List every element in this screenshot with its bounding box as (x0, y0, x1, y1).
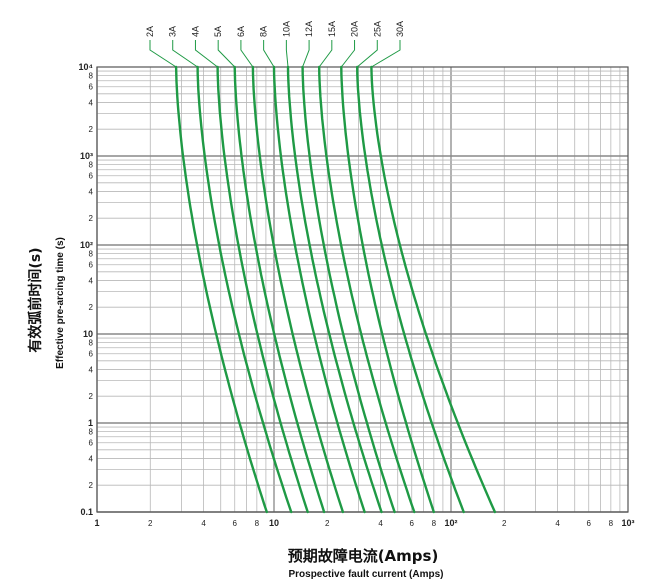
x-tick-label: 10 (269, 518, 279, 528)
y-tick-label: 1 (88, 418, 93, 428)
rating-label: 12A (304, 21, 314, 37)
y-tick-label: 6 (89, 83, 94, 92)
y-tick-label: 6 (89, 439, 94, 448)
y-tick-label: 8 (89, 72, 94, 81)
fuse-curve-12a (301, 65, 396, 514)
x-tick-labels: 1 2 4 6 8 10 2 4 6 8 10² 2 4 6 8 10³ (94, 518, 634, 528)
rating-label: 3A (168, 26, 178, 37)
x-tick-label: 6 (410, 519, 415, 528)
fuse-curve-20a (340, 65, 435, 514)
y-axis-label-en: Effective pre-arcing time (s) (55, 237, 66, 369)
rating-leader-line (285, 40, 289, 68)
y-tick-label: 2 (89, 481, 94, 490)
rating-labels: 2A 3A 4A 5A 6A 8A 10A 12A 15A 20A 25A 30A (145, 21, 405, 68)
y-tick-label: 0.1 (80, 507, 93, 517)
y-tick-label: 4 (89, 365, 94, 374)
fuse-curve-6a (251, 65, 345, 514)
rating-label: 2A (145, 26, 155, 37)
y-tick-label: 4 (89, 187, 94, 196)
rating-leader-line (371, 40, 401, 68)
rating-label: 15A (327, 21, 337, 37)
x-tick-label: 2 (502, 519, 507, 528)
rating-leader-line (356, 40, 378, 68)
fuse-curve-25a (356, 65, 465, 514)
y-tick-label: 8 (89, 250, 94, 259)
y-tick-label: 4 (89, 276, 94, 285)
rating-label: 10A (281, 21, 291, 37)
y-tick-label: 8 (89, 161, 94, 170)
x-tick-label: 4 (555, 519, 560, 528)
fuse-curve-2a (174, 65, 268, 514)
rating-label: 30A (395, 21, 405, 37)
y-tick-label: 8 (89, 339, 94, 348)
fuse-curve-8a (272, 65, 366, 514)
rating-leader-line (194, 40, 218, 68)
fuse-curve-5a (233, 65, 326, 514)
y-tick-label: 10⁴ (79, 62, 93, 72)
y-tick-label: 2 (89, 303, 94, 312)
x-tick-label: 8 (255, 519, 260, 528)
fuse-curve-15a (318, 65, 416, 514)
x-axis-label-en: Prospective fault current (Amps) (288, 569, 443, 580)
rating-leader-line (240, 40, 254, 68)
y-tick-label: 6 (89, 350, 94, 359)
rating-leader-line (172, 40, 198, 68)
rating-label: 8A (259, 26, 269, 37)
rating-label: 4A (190, 26, 200, 37)
y-tick-label: 10³ (80, 151, 93, 161)
rating-leader-line (318, 40, 333, 68)
y-tick-label: 6 (89, 172, 94, 181)
fuse-curve-30a (370, 65, 497, 514)
x-tick-label: 4 (201, 519, 206, 528)
rating-label: 20A (350, 21, 360, 37)
y-tick-label: 10 (83, 329, 93, 339)
rating-label: 5A (213, 26, 223, 37)
x-tick-label: 8 (609, 519, 614, 528)
y-axis-label-cn: 有效弧前时间(s) (27, 247, 44, 352)
rating-leader-line (263, 40, 275, 68)
y-tick-label: 6 (89, 261, 94, 270)
x-tick-label: 4 (378, 519, 383, 528)
x-tick-label: 1 (94, 518, 99, 528)
y-tick-label: 10² (80, 240, 93, 250)
rating-leader-line (340, 40, 356, 68)
y-tick-label: 2 (89, 125, 94, 134)
x-axis-label-cn: 预期故障电流(Amps) (288, 547, 439, 565)
fuse-curve-4a (216, 65, 309, 514)
rating-label: 6A (236, 26, 246, 37)
x-tick-label: 6 (587, 519, 592, 528)
fuse-curve-3a (196, 65, 293, 514)
y-tick-label: 8 (89, 428, 94, 437)
y-tick-label: 4 (89, 98, 94, 107)
rating-leader-line (149, 40, 177, 68)
rating-leader-line (217, 40, 236, 68)
x-tick-label: 2 (325, 519, 330, 528)
y-tick-label: 2 (89, 214, 94, 223)
x-tick-label: 10² (444, 518, 457, 528)
x-tick-label: 2 (148, 519, 153, 528)
y-tick-label: 2 (89, 392, 94, 401)
plot-frame (96, 66, 629, 513)
y-tick-label: 4 (89, 454, 94, 463)
fuse-curves (174, 65, 497, 514)
x-tick-label: 6 (233, 519, 238, 528)
x-tick-label: 10³ (621, 518, 634, 528)
x-tick-label: 8 (432, 519, 437, 528)
fuse-curve-10a (286, 65, 383, 514)
rating-label: 25A (372, 21, 382, 37)
rating-leader-line (302, 40, 310, 68)
